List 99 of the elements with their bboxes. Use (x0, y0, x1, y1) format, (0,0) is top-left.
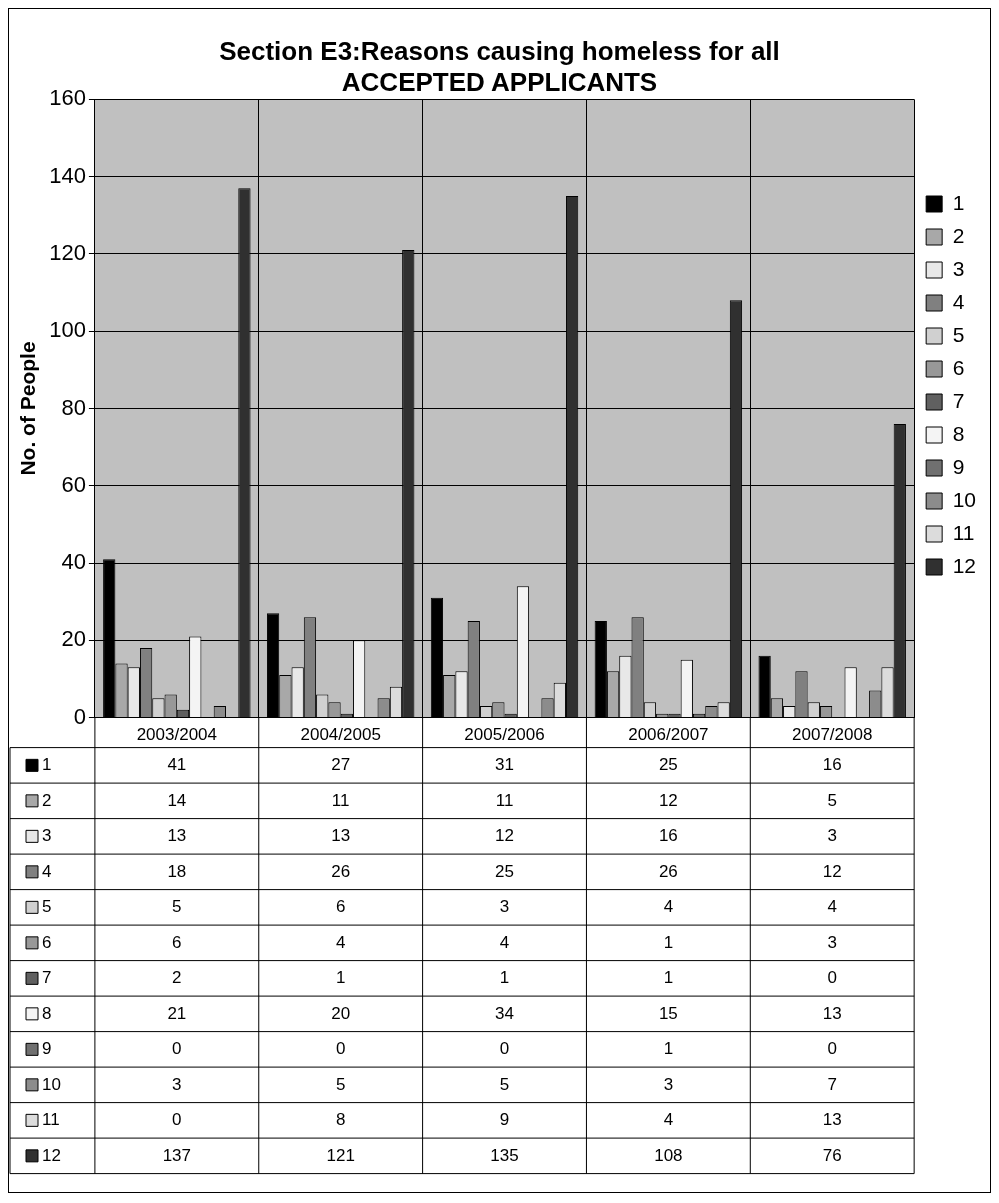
legend-label: 9 (952, 454, 965, 478)
data-label: 76 (822, 1145, 842, 1165)
data-label: 0 (335, 1039, 346, 1059)
data-label: 12 (658, 790, 678, 810)
legend-label: 4 (42, 861, 52, 881)
legend-label: 1 (42, 755, 52, 775)
x-tick-label: 2003/2004 (136, 725, 218, 745)
y-tick-label: 140 (49, 162, 86, 188)
data-label: 11 (495, 790, 514, 810)
data-label: 34 (495, 1003, 514, 1023)
text: 12 (42, 1145, 61, 1165)
legend-label: 3 (42, 826, 52, 846)
legend-label: 12 (952, 553, 976, 577)
data-label: 0 (499, 1039, 510, 1059)
legend-label: 7 (42, 968, 52, 988)
data-label: 4 (499, 932, 510, 952)
text: 5 (952, 322, 965, 346)
text: 7 (952, 388, 965, 412)
data-label: 1 (663, 1039, 674, 1059)
data-label: 20 (331, 1003, 351, 1023)
y-axis-title: No. of People (16, 341, 40, 476)
x-tick-label: 2004/2005 (300, 725, 381, 745)
data-label: 11 (331, 790, 350, 810)
data-label: 3 (827, 826, 837, 846)
data-label: 7 (827, 1074, 837, 1094)
legend-label: 2 (42, 790, 52, 810)
x-tick-label: 2007/2008 (792, 725, 873, 745)
text: 12 (952, 190, 965, 247)
text: 6 (952, 355, 965, 379)
data-label: 5 (827, 790, 837, 810)
data-label: 13 (331, 826, 351, 846)
data-label: 13 (822, 1110, 842, 1130)
data-label: 9 (499, 1110, 510, 1130)
data-label: 41 (167, 755, 187, 775)
data-label: 21 (167, 1003, 187, 1023)
legend-label: 8 (952, 421, 965, 445)
data-label: 5 (172, 897, 182, 917)
data-label: 0 (172, 1039, 182, 1059)
data-label: 3 (499, 897, 510, 917)
legend-label: 5 (42, 897, 52, 917)
data-label: 12 (822, 861, 842, 881)
data-label: 1 (335, 968, 346, 988)
text: 10 (42, 1074, 61, 1094)
data-label: 16 (658, 826, 678, 846)
data-label: 1 (663, 932, 674, 952)
legend-label: 10 (952, 487, 976, 511)
data-label: 12 (495, 826, 514, 846)
y-tick-label: 0 (73, 703, 86, 729)
data-label: 1 (499, 968, 510, 988)
data-label: 13 (822, 1003, 842, 1023)
y-tick-label: 60 (61, 471, 86, 497)
legend-label: 6 (42, 932, 52, 952)
data-label: 3 (827, 932, 837, 952)
data-label: 16 (822, 755, 842, 775)
data-label: 8 (335, 1110, 346, 1130)
data-label: 25 (658, 755, 678, 775)
data-label: 121 (326, 1145, 355, 1165)
data-label: 18 (167, 861, 187, 881)
y-tick-label: 100 (49, 317, 86, 343)
y-tick-label: 20 (61, 626, 86, 652)
data-label: 13 (167, 826, 187, 846)
data-label: 108 (654, 1145, 683, 1165)
text: 4 (952, 289, 965, 313)
data-label: 31 (495, 755, 514, 775)
data-label: 0 (827, 1039, 837, 1059)
data-label: 27 (331, 755, 351, 775)
text: 9 (42, 1039, 52, 1059)
data-label: 6 (335, 897, 346, 917)
data-label: 15 (658, 1003, 678, 1023)
data-label: 14 (167, 790, 187, 810)
data-label: 4 (663, 1110, 674, 1130)
data-label: 5 (499, 1074, 510, 1094)
chart-title: Section E3:Reasons causing homeless for all ACCEPTED APPLICANTS (219, 35, 780, 97)
data-label: 2 (172, 968, 182, 988)
y-tick-label: 40 (61, 549, 86, 575)
data-label: 3 (663, 1074, 674, 1094)
y-tick-label: 120 (49, 240, 86, 266)
data-label: 0 (827, 968, 837, 988)
data-label: 6 (172, 932, 182, 952)
data-label: 1 (663, 968, 674, 988)
data-label: 0 (172, 1110, 182, 1130)
text: 11 (42, 1110, 60, 1130)
y-tick-label: 80 (61, 394, 86, 420)
data-label: 137 (162, 1145, 192, 1165)
y-tick-label: 160 (49, 85, 86, 111)
data-label: 4 (827, 897, 837, 917)
data-label: 5 (335, 1074, 346, 1094)
legend-label: 11 (952, 520, 975, 544)
data-label: 26 (658, 861, 678, 881)
text: 8 (42, 1003, 52, 1023)
data-label: 4 (663, 897, 674, 917)
data-label: 3 (172, 1074, 182, 1094)
data-label: 26 (331, 861, 351, 881)
x-tick-label: 2006/2007 (628, 725, 709, 745)
data-label: 25 (495, 861, 514, 881)
x-tick-label: 2005/2006 (464, 725, 545, 745)
data-label: 135 (490, 1145, 519, 1165)
text: 3 (952, 256, 965, 280)
data-label: 4 (335, 932, 346, 952)
